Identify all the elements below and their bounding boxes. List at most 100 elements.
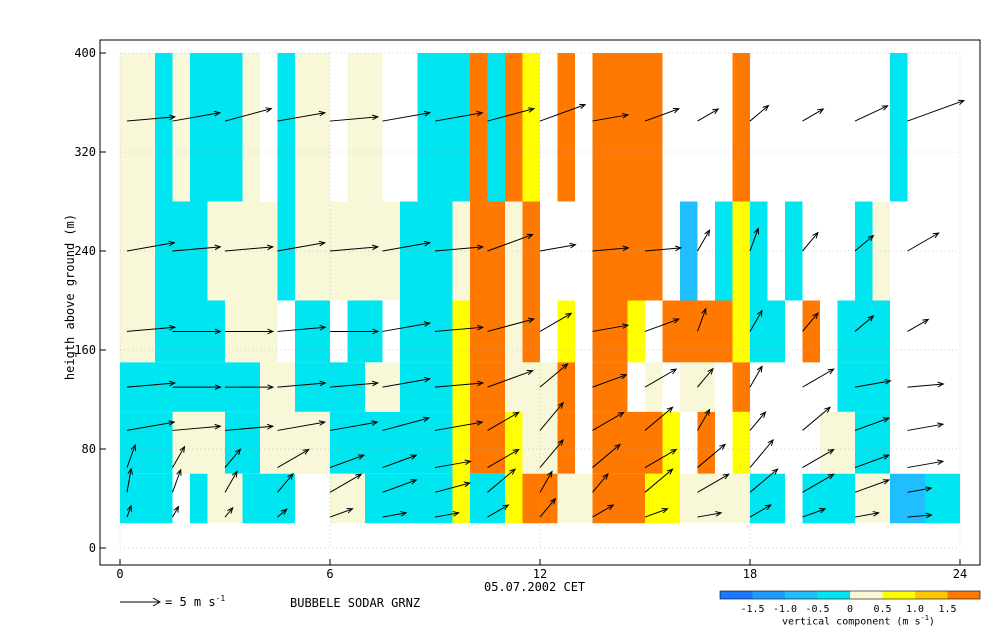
heatmap-cell xyxy=(505,201,523,301)
heatmap-cell xyxy=(645,362,663,412)
wind-arrow xyxy=(697,367,714,388)
wind-arrow xyxy=(854,479,891,493)
wind-arrow-shaft xyxy=(126,421,175,431)
heatmap-cell xyxy=(557,53,575,202)
wind-arrow-shaft xyxy=(434,326,483,332)
wind-arrow-head xyxy=(173,505,180,513)
wind-arrow xyxy=(487,468,517,493)
wind-arrow-shaft xyxy=(487,234,533,252)
wind-arrow-shaft xyxy=(224,425,273,431)
wind-arrow-head xyxy=(762,104,770,112)
heatmap-cell xyxy=(277,53,295,202)
wind-arrow xyxy=(644,508,669,518)
wind-arrow-head xyxy=(267,384,275,390)
wind-arrow-shaft xyxy=(382,512,407,518)
heatmap-cell xyxy=(155,201,208,301)
wind-arrow-shaft xyxy=(382,242,430,252)
wind-arrow-shaft xyxy=(172,246,221,252)
wind-arrow xyxy=(224,107,273,122)
wind-arrow-head xyxy=(756,365,763,373)
wind-arrow-head xyxy=(526,369,534,376)
wind-arrow xyxy=(277,508,288,518)
y-tick-label: 0 xyxy=(89,541,96,555)
colorbar-bin xyxy=(882,591,915,599)
heatmap-cell xyxy=(715,201,733,301)
wind-arrow xyxy=(854,315,875,332)
wind-arrow-head xyxy=(666,468,674,475)
wind-arrow-shaft xyxy=(382,322,430,332)
wind-arrow-shaft xyxy=(329,454,364,469)
heatmap-cell xyxy=(295,53,330,202)
heatmap-cell xyxy=(505,300,523,363)
wind-arrow-head xyxy=(168,240,176,247)
colorbar-bin xyxy=(817,591,850,599)
wind-arrow xyxy=(644,368,678,388)
y-axis-label: heigth above ground (m) xyxy=(63,213,78,381)
wind-arrow xyxy=(592,323,630,332)
heatmap-cell xyxy=(872,201,890,301)
wind-arrow xyxy=(126,240,176,252)
wind-arrow-shaft xyxy=(224,448,241,468)
wind-arrow xyxy=(487,107,536,122)
wind-arrow-head xyxy=(617,411,625,418)
wind-arrow xyxy=(434,380,485,388)
heatmap-cell xyxy=(680,473,750,524)
wind-arrow xyxy=(172,423,222,431)
wind-arrow-shaft xyxy=(592,374,627,388)
wind-arrow-head xyxy=(670,448,678,455)
wind-arrow xyxy=(539,103,587,122)
wind-arrow xyxy=(277,472,294,493)
wind-arrow-shaft xyxy=(854,235,874,252)
wind-arrow-head xyxy=(767,439,774,446)
heatmap-cell xyxy=(732,300,750,363)
wind-arrow-shaft xyxy=(172,112,220,122)
wind-arrow xyxy=(697,307,707,332)
wind-arrow-head xyxy=(422,416,431,423)
wind-arrow-head xyxy=(280,508,288,515)
heatmap-cell xyxy=(557,411,575,474)
heatmap-cell xyxy=(522,411,558,474)
wind-arrow xyxy=(644,318,681,332)
heatmap-cell xyxy=(207,201,278,301)
wind-arrow-shaft xyxy=(697,308,707,332)
wind-arrow-shaft xyxy=(126,444,136,468)
wind-arrow-shaft xyxy=(802,232,819,252)
wind-arrow xyxy=(644,448,678,468)
wind-arrow-head xyxy=(549,497,557,505)
wind-arrow-head xyxy=(621,112,630,119)
wind-arrow-shaft xyxy=(697,444,726,468)
wind-arrow-shaft xyxy=(697,409,710,431)
wind-arrow-head xyxy=(265,107,273,113)
wind-arrow-head xyxy=(176,468,182,476)
heatmap-cell xyxy=(242,473,260,524)
heatmap-cell xyxy=(645,473,680,524)
heatmap-cell xyxy=(225,411,260,474)
heatmap-cell xyxy=(172,411,225,474)
wind-arrow xyxy=(487,369,534,388)
heatmap-cell xyxy=(487,53,505,202)
wind-reference-text: = 5 m s xyxy=(165,595,216,609)
wind-arrow-head xyxy=(214,384,222,390)
wind-arrow-shaft xyxy=(126,505,132,518)
wind-arrow xyxy=(592,374,628,388)
heatmap-cell xyxy=(890,473,925,524)
heatmap-cell xyxy=(627,300,645,363)
heatmap-cell xyxy=(855,411,890,474)
wind-arrow xyxy=(592,112,630,122)
wind-arrow xyxy=(329,114,380,122)
wind-arrow-head xyxy=(722,473,730,480)
wind-arrow xyxy=(592,411,625,431)
heatmap-cell xyxy=(890,53,908,202)
wind-arrow xyxy=(854,379,892,388)
wind-arrow xyxy=(434,244,485,252)
wind-arrow-shaft xyxy=(907,319,929,332)
wind-arrow xyxy=(697,473,730,493)
heatmap-cell xyxy=(802,300,820,363)
x-tick-label: 6 xyxy=(326,567,333,581)
wind-arrow-head xyxy=(872,511,880,517)
wind-arrow-shaft xyxy=(697,512,722,518)
wind-arrow-shaft xyxy=(592,412,624,431)
wind-arrow-shaft xyxy=(854,454,889,469)
wind-arrow-head xyxy=(371,114,380,121)
